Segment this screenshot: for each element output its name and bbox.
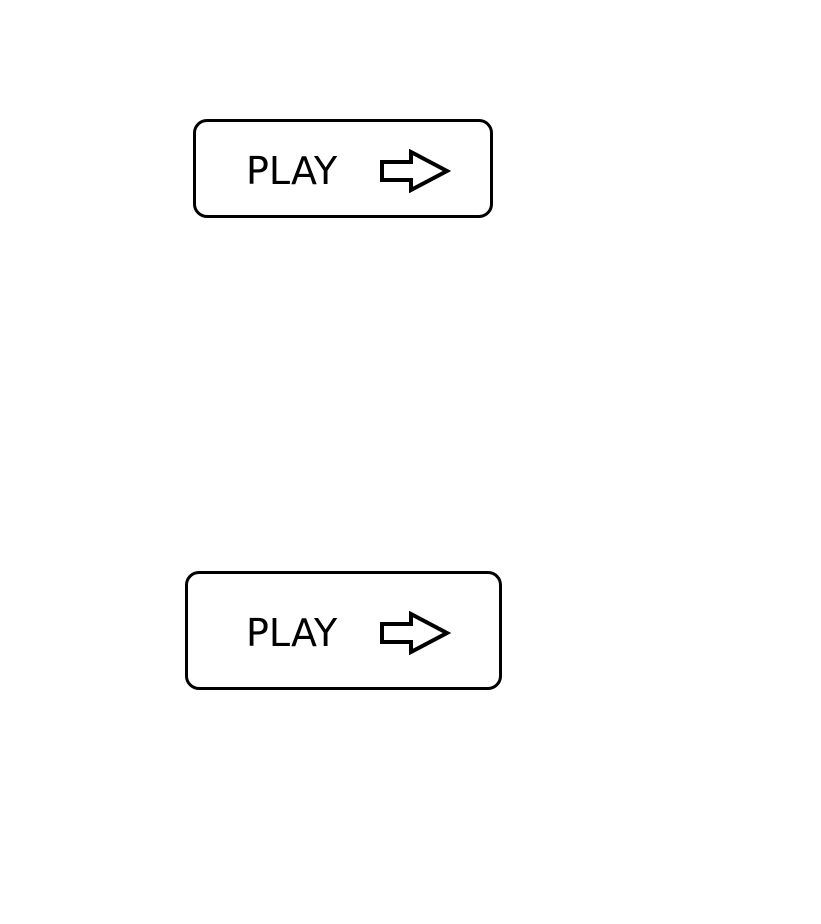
right-arrow-icon bbox=[380, 611, 451, 655]
play-button-2[interactable]: PLAY bbox=[185, 571, 502, 690]
play-button-1[interactable]: PLAY bbox=[193, 119, 493, 218]
play-button-label: PLAY bbox=[246, 611, 338, 655]
right-arrow-icon bbox=[380, 149, 451, 193]
play-button-label: PLAY bbox=[246, 149, 338, 193]
